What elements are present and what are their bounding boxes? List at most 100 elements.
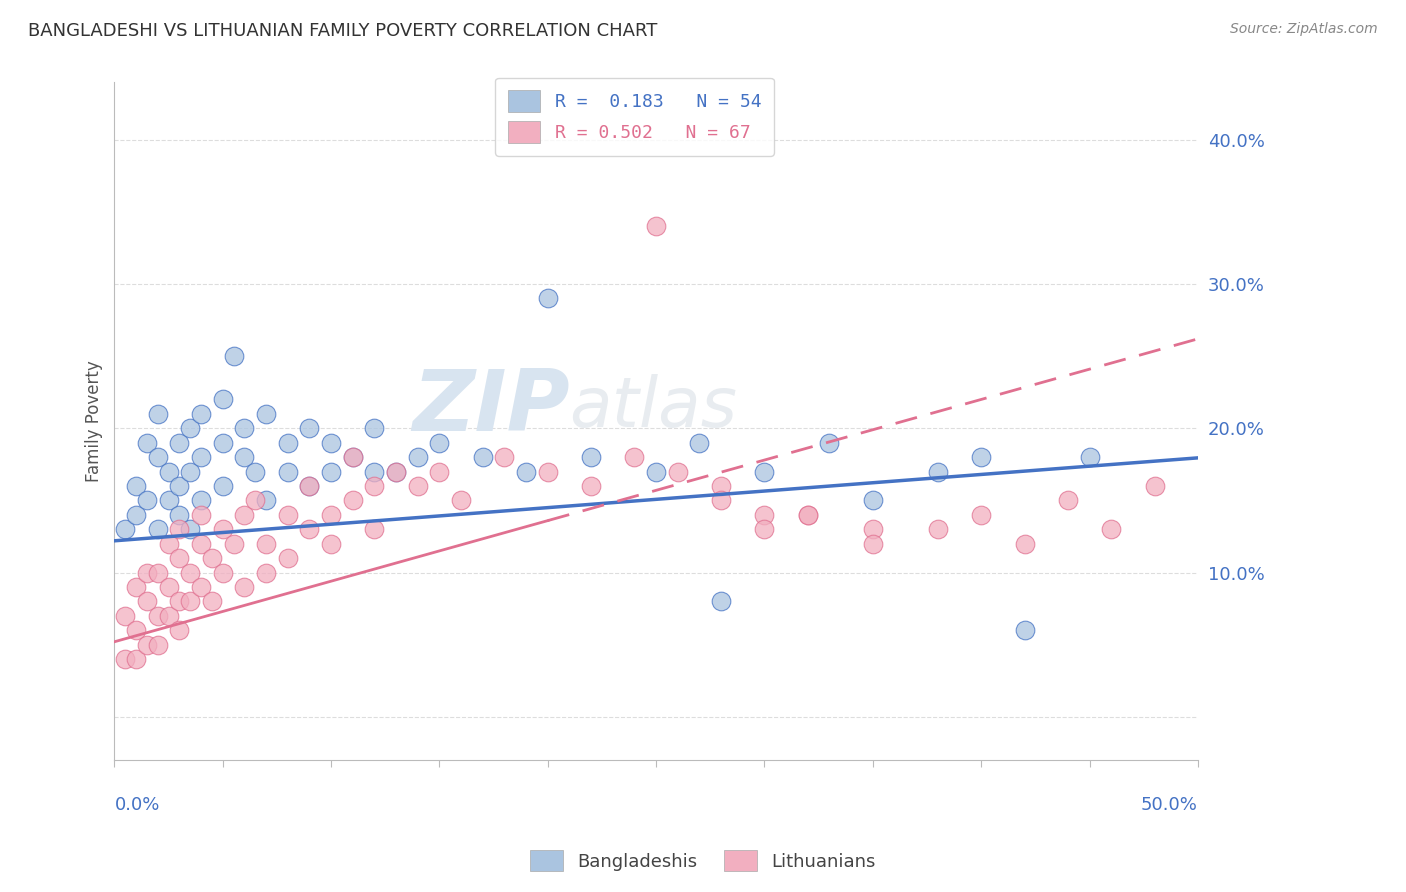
Point [298, 479, 321, 493]
Point [471, 450, 494, 464]
Point [169, 624, 191, 638]
Point [710, 594, 733, 608]
Point [666, 465, 689, 479]
Point [190, 580, 212, 594]
Point [211, 435, 233, 450]
Point [254, 407, 277, 421]
Point [1014, 537, 1036, 551]
Point [157, 493, 180, 508]
Point [710, 493, 733, 508]
Point [146, 608, 169, 623]
Point [927, 465, 949, 479]
Point [157, 580, 180, 594]
Point [450, 493, 472, 508]
Point [319, 465, 342, 479]
Point [298, 479, 321, 493]
Point [157, 608, 180, 623]
Point [190, 493, 212, 508]
Point [211, 479, 233, 493]
Point [1143, 479, 1166, 493]
Point [277, 435, 299, 450]
Point [169, 435, 191, 450]
Point [179, 421, 201, 435]
Point [254, 493, 277, 508]
Point [970, 450, 993, 464]
Point [245, 465, 267, 479]
Point [169, 508, 191, 522]
Text: atlas: atlas [569, 374, 738, 441]
Point [645, 465, 668, 479]
Point [1014, 624, 1036, 638]
Point [135, 638, 157, 652]
Point [298, 421, 321, 435]
Point [179, 594, 201, 608]
Point [169, 594, 191, 608]
Point [818, 435, 841, 450]
Text: Source: ZipAtlas.com: Source: ZipAtlas.com [1230, 22, 1378, 37]
Point [211, 522, 233, 536]
Point [754, 508, 776, 522]
Point [494, 450, 516, 464]
Point [146, 566, 169, 580]
Point [277, 551, 299, 566]
Point [146, 450, 169, 464]
Point [169, 479, 191, 493]
Point [169, 522, 191, 536]
Point [146, 638, 169, 652]
Point [277, 508, 299, 522]
Point [277, 465, 299, 479]
Point [319, 435, 342, 450]
Point [190, 450, 212, 464]
Point [927, 522, 949, 536]
Point [298, 522, 321, 536]
Point [319, 537, 342, 551]
Point [222, 537, 245, 551]
Point [862, 493, 884, 508]
Point [754, 522, 776, 536]
Point [429, 465, 451, 479]
Point [233, 508, 256, 522]
Point [862, 522, 884, 536]
Point [645, 219, 668, 234]
Point [222, 349, 245, 363]
Point [1078, 450, 1101, 464]
Point [406, 479, 429, 493]
Point [537, 292, 560, 306]
Point [688, 435, 710, 450]
Point [125, 479, 148, 493]
Point [363, 522, 385, 536]
Point [179, 522, 201, 536]
Point [970, 508, 993, 522]
Point [754, 465, 776, 479]
Text: 0.0%: 0.0% [114, 796, 160, 814]
Point [797, 508, 820, 522]
Point [385, 465, 408, 479]
Point [1099, 522, 1122, 536]
Point [406, 450, 429, 464]
Point [233, 580, 256, 594]
Point [797, 508, 820, 522]
Point [245, 493, 267, 508]
Point [201, 594, 224, 608]
Point [537, 465, 560, 479]
Point [211, 392, 233, 407]
Point [363, 465, 385, 479]
Point [179, 465, 201, 479]
Point [125, 508, 148, 522]
Point [201, 551, 224, 566]
Point [579, 479, 602, 493]
Point [233, 421, 256, 435]
Point [114, 522, 136, 536]
Point [342, 493, 364, 508]
Point [190, 508, 212, 522]
Point [146, 407, 169, 421]
Point [385, 465, 408, 479]
Point [135, 594, 157, 608]
Point [135, 493, 157, 508]
Point [169, 551, 191, 566]
Point [342, 450, 364, 464]
Point [190, 537, 212, 551]
Point [157, 537, 180, 551]
Point [363, 421, 385, 435]
Y-axis label: Family Poverty: Family Poverty [86, 360, 103, 482]
